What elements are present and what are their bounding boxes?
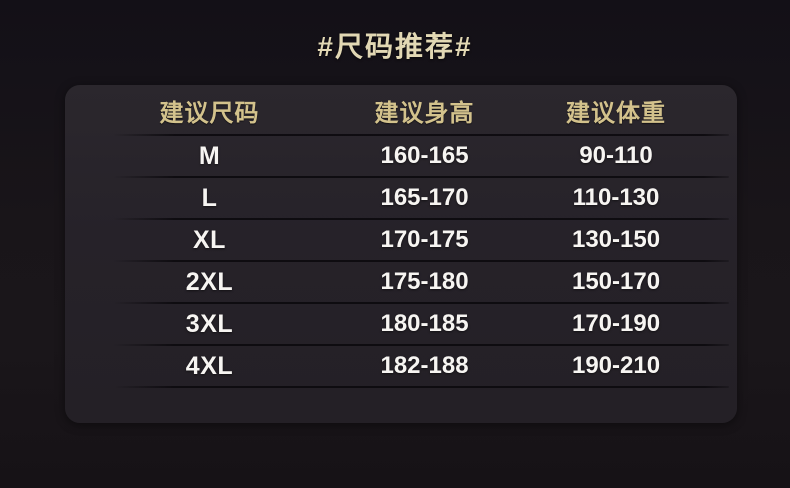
table-row: 4XL 182-188 190-210 bbox=[65, 344, 737, 387]
weight-cell: 170-190 bbox=[571, 310, 661, 337]
table-row: 2XL 175-180 150-170 bbox=[65, 260, 737, 303]
weight-cell: 150-170 bbox=[571, 268, 661, 295]
column-header-weight: 建议体重 bbox=[566, 99, 667, 127]
height-cell: 180-185 bbox=[380, 310, 469, 337]
column-header-size: 建议尺码 bbox=[159, 99, 260, 127]
size-cell: M bbox=[198, 141, 221, 170]
height-cell: 160-165 bbox=[380, 142, 469, 169]
height-cell: 175-180 bbox=[380, 268, 469, 295]
height-cell: 170-175 bbox=[380, 226, 469, 253]
weight-cell: 110-130 bbox=[572, 184, 660, 211]
size-cell: XL bbox=[193, 225, 226, 254]
size-cell: L bbox=[201, 183, 218, 212]
page-title: #尺码推荐# bbox=[317, 31, 473, 62]
table-header-row: 建议尺码 建议身高 建议体重 bbox=[65, 85, 737, 135]
height-cell: 182-188 bbox=[380, 352, 469, 379]
size-cell: 3XL bbox=[185, 309, 234, 338]
size-cell: 4XL bbox=[185, 351, 234, 380]
table-bottom-divider bbox=[113, 386, 729, 388]
table-row: XL 170-175 130-150 bbox=[65, 218, 737, 261]
table-row: L 165-170 110-130 bbox=[65, 176, 737, 219]
table-row: 3XL 180-185 170-190 bbox=[65, 302, 737, 345]
table-row: M 160-165 90-110 bbox=[65, 134, 737, 177]
height-cell: 165-170 bbox=[380, 184, 469, 211]
size-table-panel: 建议尺码 建议身高 建议体重 M 160-165 90-110 L 165-17… bbox=[65, 85, 737, 423]
weight-cell: 130-150 bbox=[571, 226, 661, 253]
weight-cell: 90-110 bbox=[579, 142, 653, 169]
size-cell: 2XL bbox=[185, 267, 234, 296]
weight-cell: 190-210 bbox=[571, 352, 661, 379]
column-header-height: 建议身高 bbox=[374, 99, 475, 127]
